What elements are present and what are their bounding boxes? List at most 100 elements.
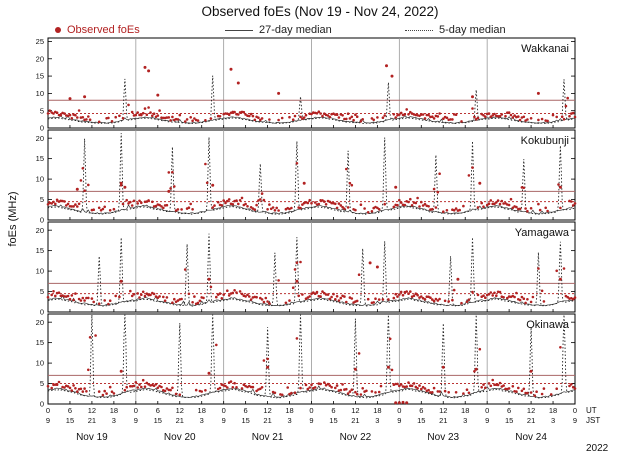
observed-point — [566, 295, 569, 299]
observed-point — [138, 383, 141, 386]
observed-outlier-point — [394, 401, 398, 405]
observed-point — [97, 206, 101, 210]
observed-point — [140, 113, 143, 117]
observed-point — [317, 202, 321, 206]
observed-outlier-point — [368, 261, 372, 265]
median-line — [47, 295, 576, 307]
observed-point — [266, 208, 269, 211]
observed-point — [326, 382, 330, 386]
observed-point — [313, 386, 317, 389]
observed-point — [493, 112, 496, 116]
observed-point — [189, 116, 192, 119]
observed-point — [388, 337, 392, 341]
observed-point — [500, 199, 504, 203]
observed-point — [330, 385, 333, 389]
observed-point — [515, 390, 518, 393]
x-tick-label-jst: 15 — [505, 416, 513, 425]
observed-point — [231, 203, 235, 206]
x-tick-label-ut: 12 — [351, 406, 359, 415]
observed-point — [260, 298, 264, 301]
observed-point — [348, 117, 352, 120]
observed-point — [237, 113, 240, 116]
observed-point — [522, 297, 526, 301]
x-tick-label-ut: 12 — [88, 406, 96, 415]
observed-outlier-point — [75, 187, 79, 191]
observed-point — [266, 357, 269, 361]
observed-point — [262, 300, 266, 304]
observed-point — [518, 118, 522, 122]
y-tick-label: 5 — [40, 106, 44, 115]
observed-point — [176, 118, 180, 121]
observed-point — [83, 189, 86, 192]
x-tick-label-jst: 21 — [351, 416, 359, 425]
observed-point — [363, 207, 366, 210]
x-tick-label-jst: 9 — [309, 416, 313, 425]
observed-point — [482, 383, 485, 386]
observed-point — [354, 208, 357, 212]
observed-point — [81, 116, 85, 119]
observed-point — [72, 205, 75, 208]
observed-point — [324, 203, 328, 206]
observed-point — [85, 390, 88, 393]
observed-point — [370, 117, 374, 120]
observed-point — [136, 386, 139, 389]
observed-point — [143, 107, 147, 110]
observed-point — [496, 115, 500, 118]
observed-point — [540, 117, 544, 121]
observed-point — [493, 291, 496, 295]
observed-point — [163, 389, 167, 393]
observed-point — [310, 201, 313, 205]
observed-point — [407, 292, 410, 296]
day-label: Nov 23 — [427, 432, 459, 443]
observed-point — [92, 208, 95, 211]
x-tick-label-jst: 3 — [551, 416, 555, 425]
y-tick-label: 5 — [40, 195, 44, 204]
observed-point — [337, 202, 341, 205]
observed-point — [432, 187, 436, 191]
observed-point — [87, 296, 90, 300]
observed-point — [255, 389, 258, 393]
observed-outlier-point — [156, 93, 160, 97]
observed-point — [361, 387, 365, 390]
observed-point — [341, 205, 344, 209]
observed-point — [405, 385, 409, 388]
observed-point — [540, 289, 544, 293]
observed-point — [445, 209, 449, 212]
observed-point — [215, 343, 218, 347]
observed-point — [484, 386, 487, 390]
y-tick-label: 20 — [36, 226, 44, 235]
observed-point — [136, 202, 139, 205]
observed-point — [321, 290, 324, 293]
observed-point — [354, 390, 357, 394]
observed-point — [165, 296, 169, 299]
observed-point — [280, 393, 284, 397]
observed-point — [454, 207, 458, 210]
observed-point — [568, 114, 571, 118]
panel-label-kokubunji: Kokubunji — [521, 135, 569, 147]
observed-point — [176, 299, 180, 302]
observed-point — [152, 384, 156, 388]
observed-point — [334, 386, 337, 390]
observed-point — [240, 387, 244, 390]
observed-point — [374, 391, 377, 394]
observed-point — [204, 389, 207, 392]
observed-point — [522, 387, 526, 391]
observed-point — [149, 293, 152, 297]
observed-point — [297, 294, 301, 298]
median-line — [47, 204, 576, 215]
observed-point — [202, 296, 205, 300]
observed-point — [134, 381, 138, 384]
observed-point — [570, 383, 573, 386]
observed-point — [77, 202, 81, 206]
observed-point — [205, 181, 209, 185]
observed-point — [147, 106, 150, 109]
observed-point — [339, 388, 343, 392]
x-tick-label-ut: 12 — [176, 406, 184, 415]
observed-point — [242, 110, 246, 114]
observed-point — [431, 391, 434, 394]
observed-point — [304, 383, 308, 387]
observed-point — [573, 296, 577, 299]
observed-point — [423, 202, 427, 206]
observed-point — [451, 298, 454, 302]
observed-point — [99, 209, 103, 212]
